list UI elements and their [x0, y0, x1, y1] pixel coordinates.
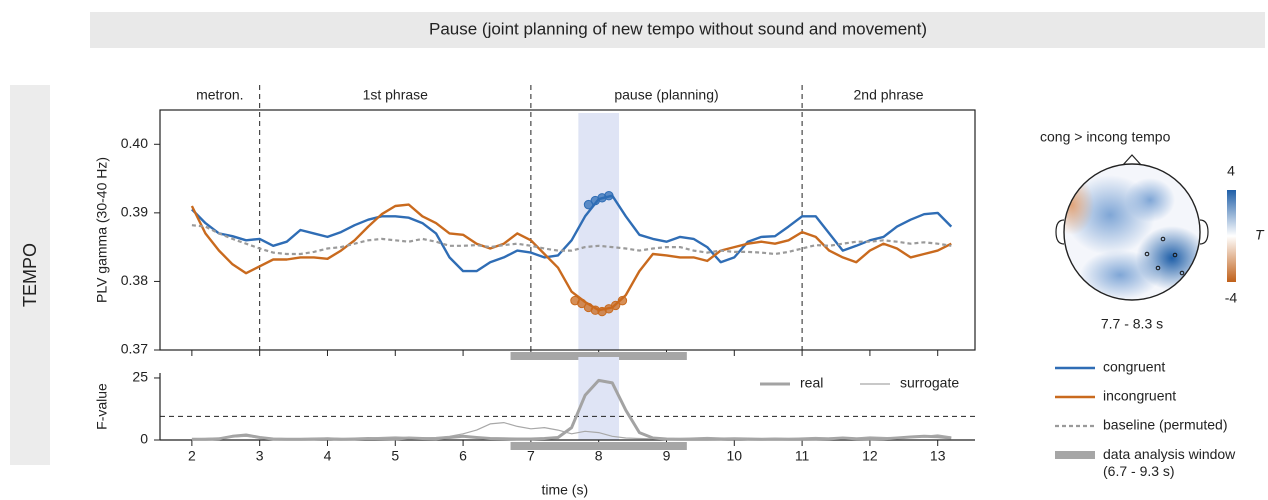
significant-point — [610, 300, 621, 311]
y-axis-label: PLV gamma (30-40 Hz) — [94, 157, 110, 303]
y-axis-label: F-value — [94, 383, 110, 430]
x-tick-label: 4 — [324, 448, 332, 464]
y-tick-label: 0 — [140, 431, 148, 447]
colorbar-tick-label: -4 — [1225, 290, 1238, 306]
series-line — [191, 378, 952, 441]
series-line — [191, 224, 952, 256]
x-tick-label: 11 — [795, 448, 810, 464]
series-line — [190, 203, 952, 312]
topomap-title: cong > incong tempo — [1040, 129, 1171, 145]
y-tick-label: 0.40 — [121, 135, 148, 151]
x-tick-label: 9 — [663, 448, 671, 464]
row-label-box — [10, 85, 50, 465]
x-tick-label: 6 — [459, 448, 467, 464]
legend-swatch — [1055, 451, 1095, 459]
phase-label: 2nd phrase — [854, 87, 924, 103]
x-tick-label: 5 — [391, 448, 399, 464]
phase-label: metron. — [196, 87, 243, 103]
x-axis-label: time (s) — [541, 482, 588, 498]
y-tick-label: 25 — [132, 369, 148, 385]
topomap-subtitle: 7.7 - 8.3 s — [1101, 316, 1163, 332]
analysis-window — [510, 352, 687, 360]
x-tick-label: 8 — [595, 448, 603, 464]
x-tick-label: 3 — [256, 448, 264, 464]
phase-label: pause (planning) — [614, 87, 718, 103]
series-line — [191, 194, 953, 273]
legend-label: congruent — [1103, 359, 1165, 375]
phase-label: 1st phrase — [363, 87, 429, 103]
legend-label: real — [800, 375, 823, 391]
y-tick-label: 0.37 — [121, 341, 148, 357]
banner — [90, 12, 1265, 48]
significant-point — [577, 298, 587, 309]
x-tick-label: 10 — [727, 448, 743, 464]
colorbar-tick-label: 4 — [1227, 163, 1235, 179]
legend-label: data analysis window (6.7 - 9.3 s) — [1103, 446, 1236, 479]
legend-label: incongruent — [1103, 388, 1176, 404]
y-tick-label: 0.38 — [121, 272, 148, 288]
series-line — [191, 422, 952, 440]
banner-title: Pause (joint planning of new tempo witho… — [429, 19, 927, 38]
analysis-window — [510, 442, 687, 450]
legend-entry: data analysis window (6.7 - 9.3 s) — [1103, 446, 1236, 479]
legend-label: surrogate — [900, 375, 959, 391]
x-tick-label: 12 — [862, 448, 878, 464]
x-tick-label: 2 — [188, 448, 196, 464]
legend-label: baseline (permuted) — [1103, 417, 1228, 433]
colorbar-label: T — [1255, 227, 1265, 243]
x-tick-label: 7 — [527, 448, 535, 464]
plot-frame — [159, 109, 976, 351]
significant-point — [604, 191, 614, 201]
row-label: TEMPO — [20, 243, 40, 307]
y-tick-label: 0.39 — [121, 204, 148, 220]
significant-point — [583, 199, 594, 210]
topomap — [1055, 154, 1236, 301]
x-tick-label: 13 — [930, 448, 946, 464]
significant-point — [617, 295, 628, 306]
